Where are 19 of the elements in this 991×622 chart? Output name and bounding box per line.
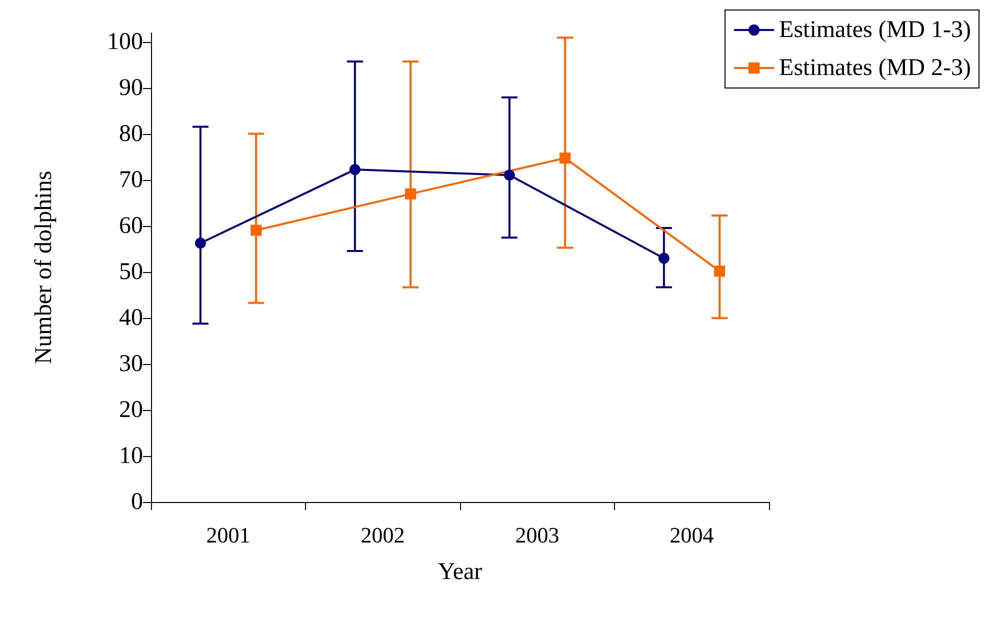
x-tick-label: 2003 [515, 522, 560, 548]
y-tick-label: 30 [119, 351, 143, 378]
y-axis-title: Number of dolphins [31, 170, 57, 364]
x-tick-label: 2001 [206, 522, 250, 548]
y-tick-label: 20 [119, 397, 143, 424]
y-tick-label: 70 [119, 167, 143, 194]
y-tick-label: 10 [119, 443, 143, 470]
x-axis-title: Year [438, 559, 482, 585]
y-tick-label: 40 [119, 305, 143, 332]
y-tick-label: 100 [107, 29, 143, 56]
x-tick-label: 2002 [360, 522, 405, 548]
x-tick-label: 2004 [670, 522, 714, 548]
y-tick-label: 60 [119, 213, 143, 240]
y-tick-label: 90 [119, 75, 143, 102]
y-tick-label: 50 [119, 259, 143, 286]
y-tick-label: 80 [119, 121, 143, 148]
legend-label: Estimates (MD 2-3) [779, 55, 972, 81]
legend-label: Estimates (MD 1-3) [779, 17, 972, 43]
y-tick-label: 0 [131, 489, 143, 515]
